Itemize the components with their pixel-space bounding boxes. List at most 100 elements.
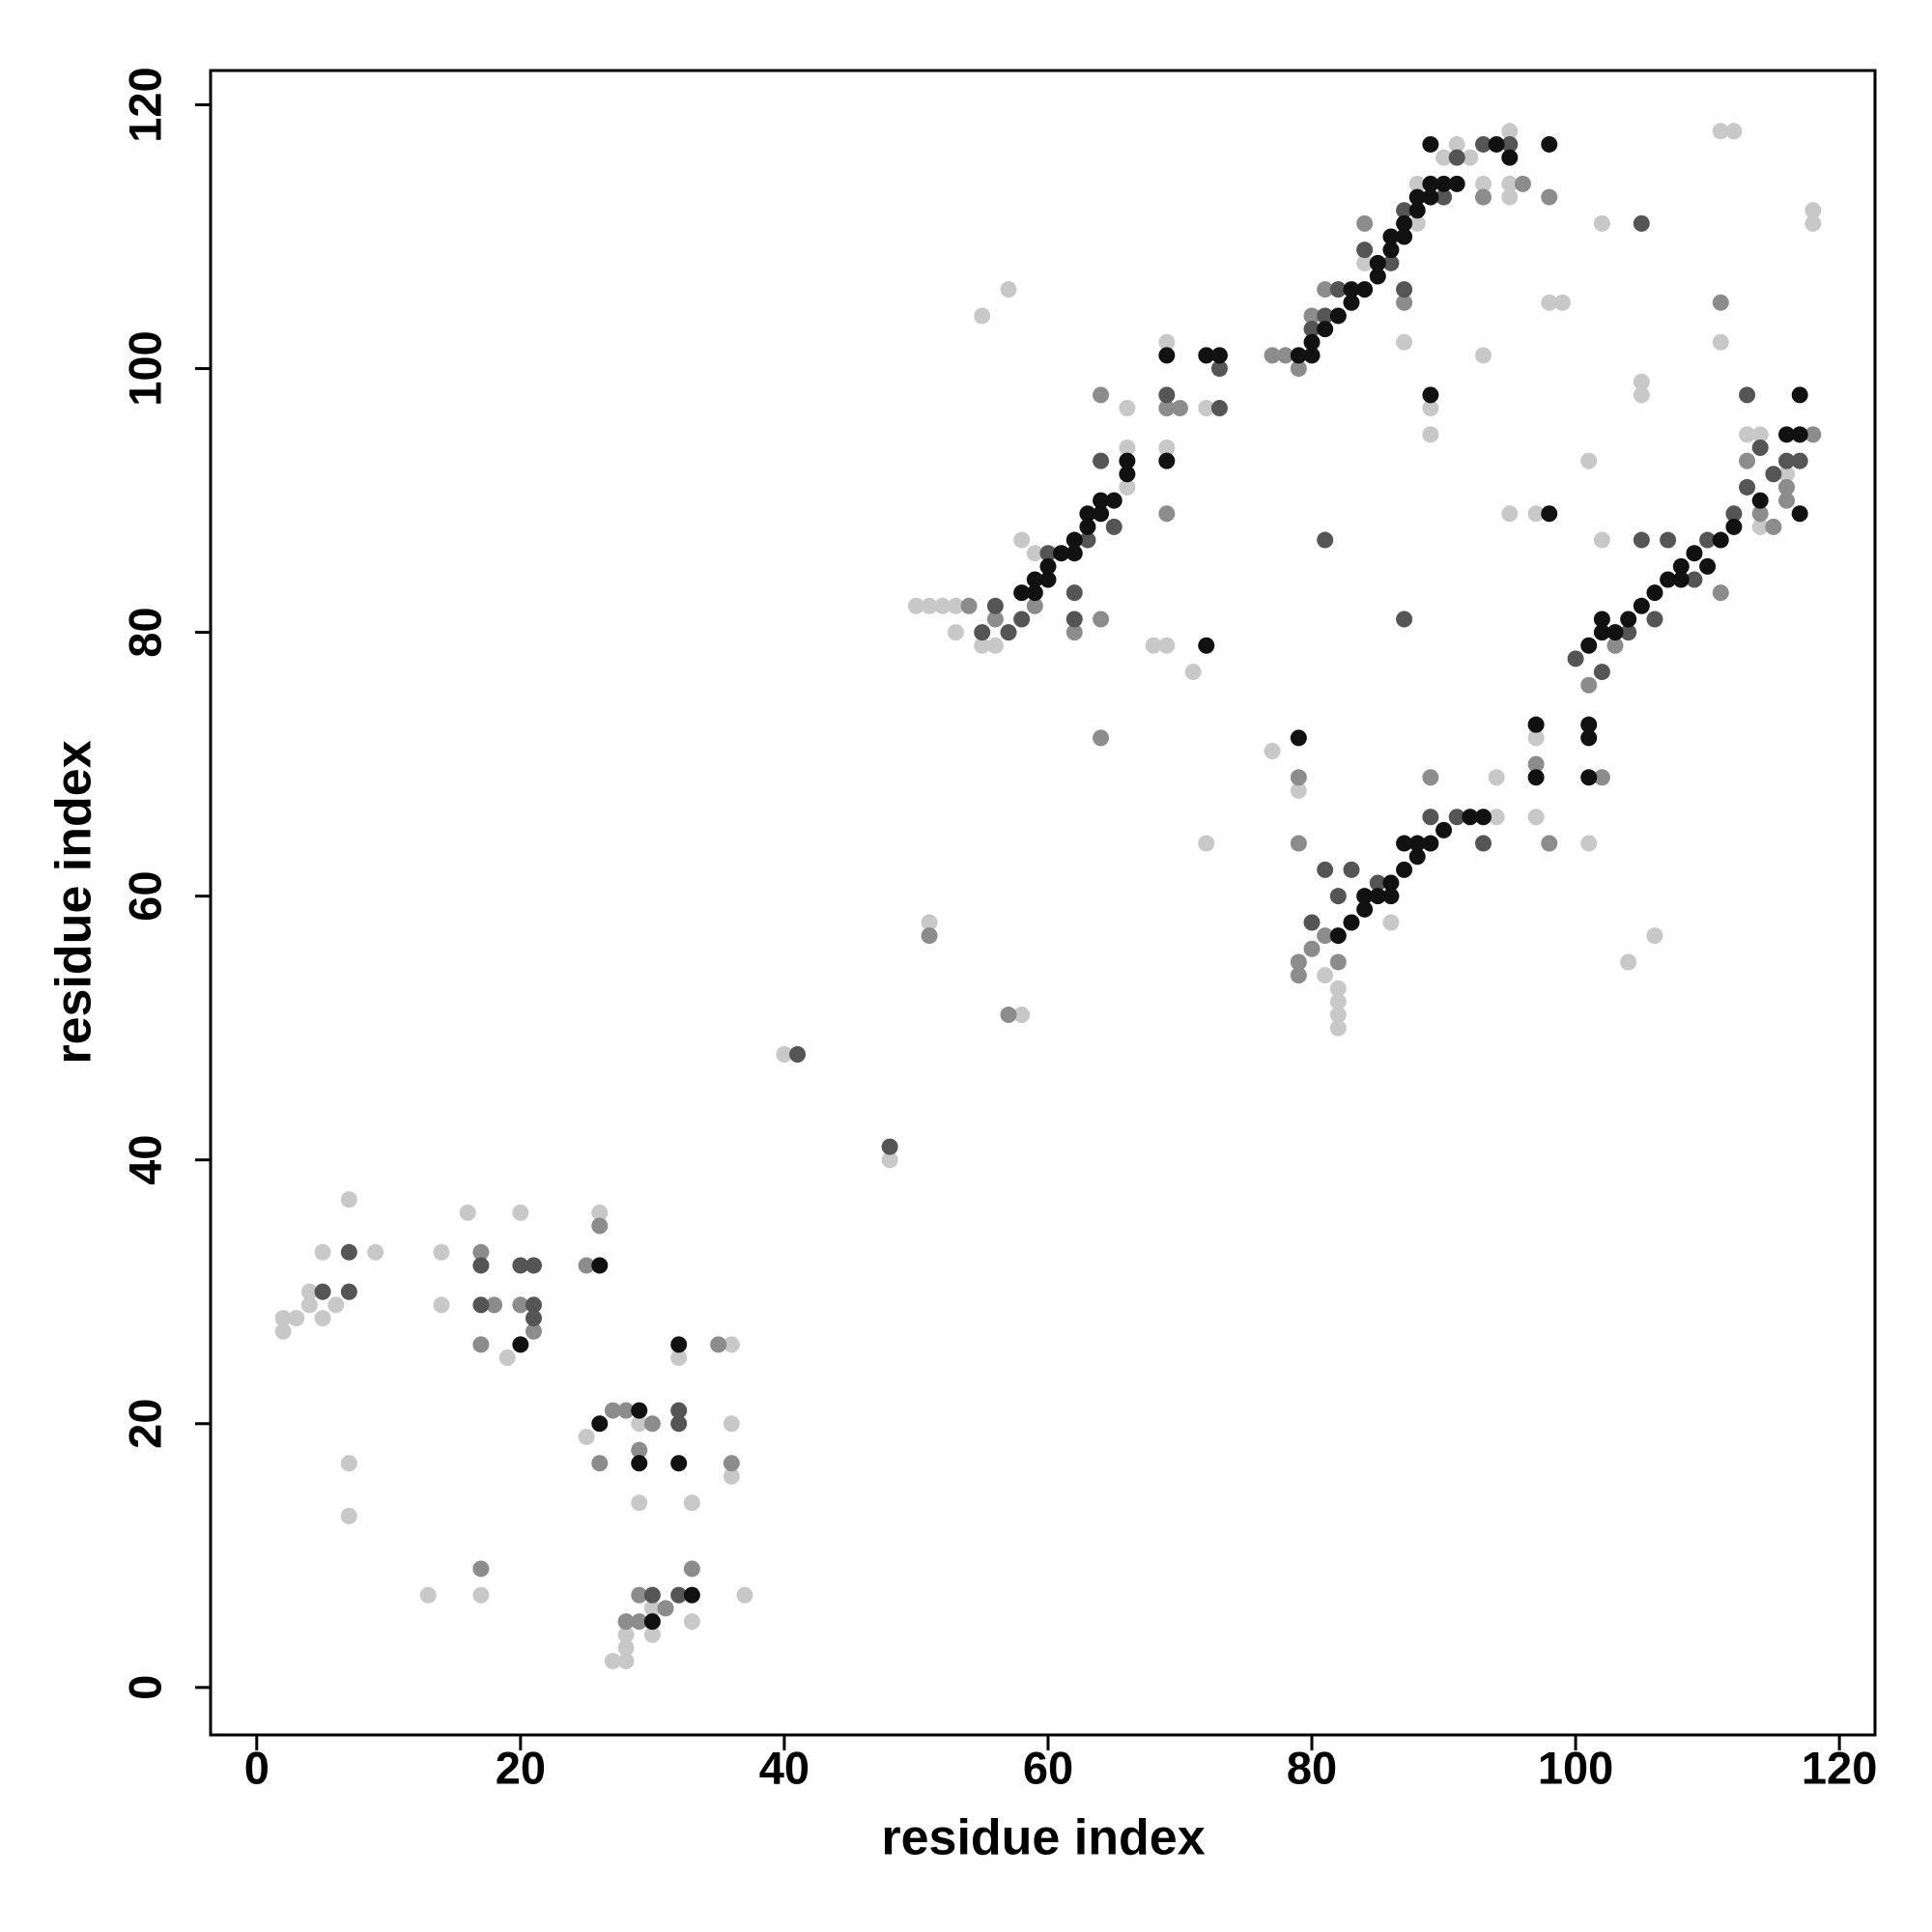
point bbox=[1751, 439, 1769, 456]
point bbox=[1329, 281, 1347, 298]
point bbox=[1778, 426, 1796, 443]
point bbox=[1527, 809, 1545, 826]
point bbox=[1633, 386, 1650, 404]
x-axis-title: residue index bbox=[881, 1810, 1205, 1866]
point bbox=[1488, 135, 1505, 153]
point bbox=[631, 1441, 648, 1459]
point bbox=[1712, 294, 1729, 311]
point bbox=[1462, 809, 1479, 826]
point bbox=[723, 1336, 740, 1353]
point bbox=[472, 1257, 490, 1274]
point bbox=[1660, 571, 1677, 588]
point bbox=[947, 624, 964, 641]
point bbox=[1422, 769, 1439, 786]
point bbox=[1290, 967, 1307, 984]
point bbox=[1633, 531, 1650, 549]
y-tick-label: 0 bbox=[119, 1675, 170, 1700]
point bbox=[1686, 545, 1703, 562]
point bbox=[1303, 940, 1321, 957]
x-tick-label: 60 bbox=[1023, 1742, 1073, 1793]
point bbox=[591, 1257, 609, 1274]
point bbox=[300, 1296, 318, 1314]
point bbox=[1422, 188, 1439, 206]
point bbox=[1593, 769, 1610, 786]
point bbox=[1553, 294, 1571, 311]
point bbox=[1606, 637, 1624, 654]
point bbox=[1053, 545, 1070, 562]
point bbox=[1343, 281, 1360, 298]
point bbox=[1396, 228, 1413, 245]
point bbox=[604, 1402, 621, 1419]
point bbox=[1422, 175, 1439, 192]
point bbox=[1290, 347, 1307, 364]
point bbox=[1356, 900, 1374, 918]
point bbox=[1329, 980, 1347, 997]
point bbox=[1039, 545, 1057, 562]
point bbox=[1791, 426, 1808, 443]
point bbox=[1633, 214, 1650, 232]
point bbox=[947, 597, 964, 614]
point bbox=[1158, 386, 1176, 404]
point bbox=[1329, 888, 1347, 905]
point bbox=[1580, 676, 1598, 694]
point bbox=[1396, 294, 1413, 311]
point bbox=[1013, 1007, 1031, 1024]
point bbox=[433, 1296, 450, 1314]
point bbox=[498, 1350, 516, 1367]
point bbox=[1013, 531, 1031, 549]
point bbox=[1000, 281, 1017, 298]
point bbox=[1422, 426, 1439, 443]
point bbox=[578, 1428, 595, 1445]
point bbox=[1065, 545, 1083, 562]
point bbox=[1158, 452, 1176, 469]
point bbox=[617, 1653, 635, 1670]
point bbox=[683, 1586, 700, 1604]
point bbox=[1158, 637, 1176, 654]
point bbox=[1699, 531, 1717, 549]
point bbox=[1422, 386, 1439, 404]
point bbox=[1317, 967, 1334, 984]
x-tick-label: 40 bbox=[759, 1742, 810, 1793]
point bbox=[591, 1217, 609, 1235]
point bbox=[723, 1415, 740, 1433]
point bbox=[1580, 769, 1598, 786]
point bbox=[1000, 624, 1017, 641]
point bbox=[1158, 505, 1176, 523]
point bbox=[1290, 729, 1307, 747]
point bbox=[1475, 188, 1492, 206]
point bbox=[1356, 214, 1374, 232]
point bbox=[974, 637, 991, 654]
y-tick-label: 60 bbox=[119, 871, 170, 922]
point bbox=[1264, 742, 1281, 759]
point bbox=[631, 1586, 648, 1604]
point bbox=[340, 1507, 357, 1524]
point bbox=[1778, 452, 1796, 469]
point bbox=[1699, 557, 1717, 575]
point bbox=[1541, 505, 1558, 523]
point bbox=[986, 597, 1004, 614]
point bbox=[643, 1600, 661, 1617]
point bbox=[723, 1455, 740, 1472]
point bbox=[1408, 835, 1426, 852]
point bbox=[881, 1151, 898, 1169]
point bbox=[1210, 360, 1228, 378]
point bbox=[1739, 426, 1756, 443]
point bbox=[1488, 769, 1505, 786]
point bbox=[1751, 492, 1769, 509]
point bbox=[1382, 888, 1400, 905]
point bbox=[1329, 307, 1347, 325]
point bbox=[1593, 611, 1610, 628]
point bbox=[340, 1455, 357, 1472]
point bbox=[643, 1626, 661, 1643]
point bbox=[1475, 835, 1492, 852]
point bbox=[591, 1455, 609, 1472]
point bbox=[1593, 664, 1610, 681]
point bbox=[1065, 531, 1083, 549]
point bbox=[512, 1336, 529, 1353]
point bbox=[670, 1455, 688, 1472]
point bbox=[1013, 611, 1031, 628]
point bbox=[525, 1322, 542, 1340]
point bbox=[1646, 927, 1663, 945]
point bbox=[1725, 518, 1743, 535]
